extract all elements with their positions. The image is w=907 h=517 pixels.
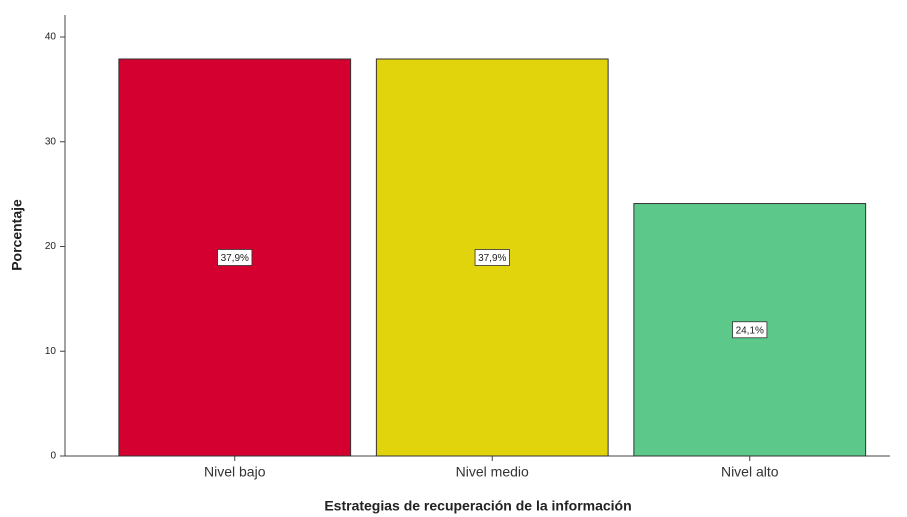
x-axis-title: Estrategias de recuperación de la inform… <box>324 498 631 514</box>
value-label-box <box>732 321 768 339</box>
y-tick-label: 20 <box>45 241 57 252</box>
value-label: 37,9% <box>221 253 249 264</box>
value-label-box <box>474 249 510 266</box>
value-label-box <box>217 249 253 266</box>
y-tick-label: 40 <box>45 32 57 43</box>
value-label: 24,1% <box>736 325 764 336</box>
y-axis-title: Porcentaje <box>9 199 25 271</box>
value-label: 37,9% <box>478 253 506 264</box>
y-tick-label: 30 <box>45 136 57 147</box>
y-tick-label: 10 <box>45 346 57 357</box>
y-tick-label: 0 <box>50 451 56 462</box>
x-tick-label: Nivel medio <box>456 464 529 480</box>
x-tick-label: Nivel bajo <box>204 464 266 480</box>
x-tick-label: Nivel alto <box>721 464 779 480</box>
